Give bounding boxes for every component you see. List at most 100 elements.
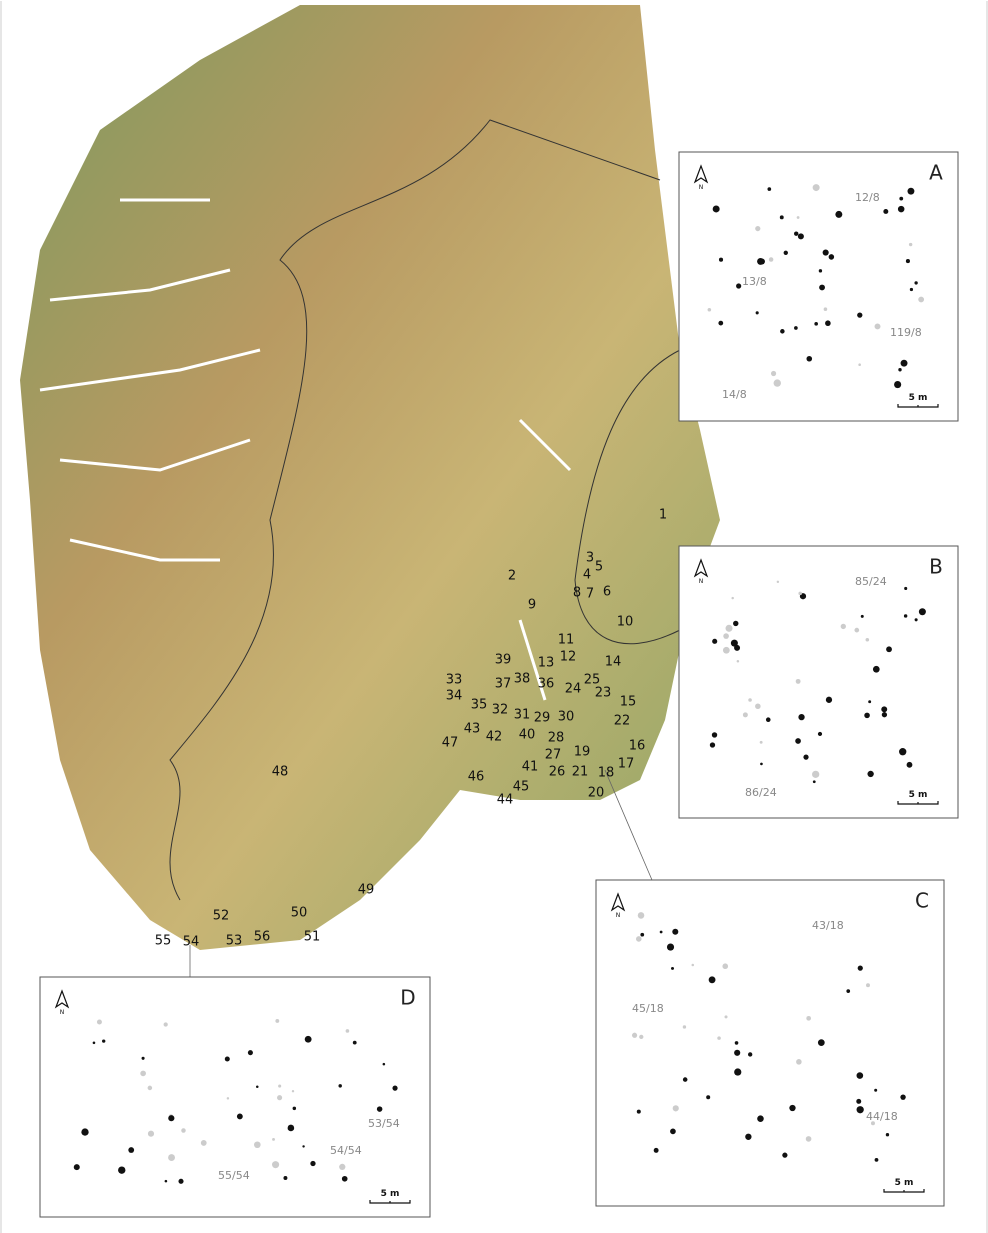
- feature-dot: [302, 1145, 304, 1147]
- feature-dot: [813, 184, 820, 191]
- feature-dot: [248, 1050, 253, 1055]
- feature-dot: [181, 1128, 186, 1133]
- feature-dot: [899, 197, 903, 201]
- feature-dot: [275, 1019, 279, 1023]
- site-label: 10: [617, 615, 634, 630]
- feature-dot: [919, 608, 926, 615]
- feature-dot: [784, 251, 788, 255]
- feature-dot: [748, 1052, 752, 1056]
- feature-dot: [874, 1089, 877, 1092]
- inset-frame: [679, 152, 958, 421]
- site-label: 32: [492, 703, 509, 718]
- scale-label: 5 m: [909, 790, 928, 800]
- feature-dot: [718, 321, 723, 326]
- feature-dot: [854, 628, 859, 633]
- site-label: 48: [272, 765, 289, 780]
- feature-dot: [165, 1180, 168, 1183]
- feature-label: 86/24: [745, 786, 777, 799]
- site-label: 41: [522, 760, 539, 775]
- feature-dot: [383, 1063, 386, 1066]
- feature-dot: [915, 618, 918, 621]
- feature-dot: [339, 1164, 345, 1170]
- feature-dot: [640, 933, 644, 937]
- site-label: 44: [497, 793, 514, 808]
- feature-dot: [632, 1033, 637, 1038]
- feature-dot: [168, 1115, 174, 1121]
- feature-dot: [904, 587, 907, 590]
- feature-dot: [734, 645, 740, 651]
- north-label: N: [60, 1009, 65, 1016]
- feature-dot: [858, 363, 861, 366]
- site-label: 13: [538, 656, 555, 671]
- feature-dot: [142, 1057, 145, 1060]
- feature-dot: [118, 1166, 125, 1173]
- feature-dot: [857, 312, 862, 317]
- feature-label: 12/8: [855, 191, 880, 204]
- feature-dot: [796, 679, 801, 684]
- site-label: 17: [618, 757, 635, 772]
- feature-dot: [841, 624, 846, 629]
- feature-dot: [818, 1039, 825, 1046]
- feature-label: 44/18: [866, 1110, 898, 1123]
- feature-dot: [814, 322, 818, 326]
- feature-dot: [864, 713, 870, 719]
- feature-dot: [857, 1106, 864, 1113]
- feature-dot: [168, 1154, 175, 1161]
- feature-dot: [667, 943, 674, 950]
- feature-dot: [97, 1019, 102, 1024]
- feature-dot: [898, 206, 904, 212]
- site-label: 11: [558, 633, 575, 648]
- site-label: 47: [442, 736, 459, 751]
- north-label: N: [616, 912, 621, 919]
- scale-label: 5 m: [381, 1189, 400, 1199]
- feature-dot: [654, 1148, 659, 1153]
- inset-letter: B: [929, 555, 943, 579]
- site-label: 3: [586, 551, 594, 566]
- feature-dot: [904, 614, 907, 617]
- feature-dot: [798, 233, 804, 239]
- feature-dot: [846, 989, 850, 993]
- feature-dot: [882, 712, 887, 717]
- map-figure: 1234567891011121314151617181920212223242…: [0, 0, 988, 1233]
- feature-dot: [128, 1147, 134, 1153]
- feature-dot: [178, 1179, 183, 1184]
- site-label: 5: [595, 560, 603, 575]
- feature-dot: [660, 931, 663, 934]
- feature-dot: [868, 700, 871, 703]
- feature-dot: [148, 1086, 153, 1091]
- feature-dot: [766, 717, 771, 722]
- feature-dot: [856, 1099, 861, 1104]
- feature-label: 45/18: [632, 1002, 664, 1015]
- feature-dot: [875, 323, 881, 329]
- inset: AN5 m12/813/8119/814/8: [679, 152, 958, 421]
- feature-dot: [756, 311, 759, 314]
- site-label: 22: [614, 714, 631, 729]
- site-label: 24: [565, 682, 582, 697]
- feature-dot: [813, 780, 816, 783]
- site-label: 15: [620, 695, 637, 710]
- feature-dot: [898, 368, 901, 371]
- feature-label: 14/8: [722, 388, 747, 401]
- site-label: 45: [513, 780, 530, 795]
- feature-dot: [771, 371, 776, 376]
- feature-dot: [866, 983, 870, 987]
- feature-dot: [760, 741, 763, 744]
- site-label: 38: [514, 672, 531, 687]
- site-label: 8: [573, 586, 581, 601]
- feature-dot: [858, 966, 863, 971]
- feature-dot: [798, 592, 802, 596]
- feature-dot: [886, 646, 892, 652]
- north-label: N: [699, 184, 704, 191]
- inset-letter: A: [929, 161, 943, 185]
- feature-dot: [683, 1025, 686, 1028]
- site-label: 20: [588, 786, 605, 801]
- feature-dot: [164, 1022, 168, 1026]
- feature-dot: [708, 308, 712, 312]
- feature-dot: [733, 621, 738, 626]
- site-label: 18: [598, 766, 615, 781]
- feature-dot: [93, 1042, 96, 1045]
- feature-dot: [748, 698, 752, 702]
- feature-dot: [757, 1115, 764, 1122]
- site-label: 23: [595, 686, 612, 701]
- feature-dot: [305, 1036, 312, 1043]
